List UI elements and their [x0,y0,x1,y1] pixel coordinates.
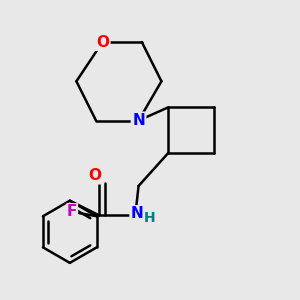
Text: O: O [88,168,101,183]
Text: N: N [132,113,145,128]
Text: F: F [67,204,77,219]
Text: H: H [144,211,156,225]
Text: N: N [130,206,143,221]
Text: O: O [96,34,109,50]
